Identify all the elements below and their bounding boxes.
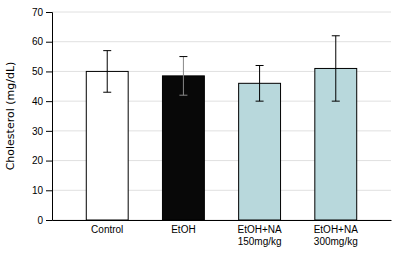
y-tick-label: 60: [32, 36, 44, 47]
y-tick: 60: [32, 36, 52, 47]
error-bar-stem: [107, 51, 108, 93]
error-bar: [256, 65, 264, 101]
error-bar-cap: [256, 101, 264, 102]
y-axis: 0 10 20 30 40 50 60 70: [32, 7, 53, 226]
error-bar: [103, 51, 111, 93]
x-tick-label: EtOH+NA300mg/kg: [314, 224, 359, 247]
error-bar-stem: [335, 36, 336, 101]
y-tick-mark: [46, 131, 52, 132]
error-bar-cap: [103, 92, 111, 93]
x-tick: EtOH: [171, 224, 195, 235]
marks: [86, 36, 356, 220]
error-bar-cap: [179, 56, 187, 57]
x-tick-label: EtOH+NA150mg/kg: [237, 224, 282, 247]
grid: [52, 12, 391, 220]
plot: 0 10 20 30 40 50 60 70 Control EtOH EtOH+NA150mg/k…: [32, 7, 392, 247]
x-tick-label: EtOH: [171, 224, 195, 235]
x-tick: EtOH+NA150mg/kg: [237, 224, 282, 247]
y-tick: 50: [32, 66, 52, 77]
y-tick-label: 10: [32, 185, 44, 196]
x-axis-line: [53, 220, 392, 221]
y-tick-label: 50: [32, 66, 44, 77]
error-bar: [179, 57, 187, 96]
bar: [162, 76, 204, 220]
error-bar-stem: [259, 65, 260, 101]
grid-line: [52, 41, 391, 42]
y-tick-mark: [46, 161, 52, 162]
error-bar: [332, 36, 340, 101]
y-tick-mark: [46, 71, 52, 72]
y-tick: 30: [32, 126, 52, 137]
y-tick-label: 20: [32, 155, 44, 166]
y-tick-mark: [46, 101, 52, 102]
error-bar-cap: [103, 50, 111, 51]
y-tick-label: 70: [32, 7, 44, 18]
y-tick: 70: [32, 7, 52, 18]
bar: [239, 83, 281, 220]
error-bar-stem: [183, 57, 184, 96]
y-tick: 10: [32, 185, 52, 196]
x-axis: Control EtOH EtOH+NA150mg/kg EtOH+NA300mg/k…: [53, 221, 392, 247]
x-tick-label: Control: [91, 224, 123, 235]
y-tick: 0: [37, 215, 52, 226]
y-tick: 40: [32, 96, 52, 107]
y-tick-label: 30: [32, 126, 44, 137]
y-axis-line: [46, 13, 53, 221]
bar: [86, 71, 128, 220]
chart: 0 10 20 30 40 50 60 70 Control EtOH EtOH+NA150mg/k…: [0, 0, 403, 260]
y-axis-title: Cholesterol (mg/dL): [4, 62, 17, 171]
error-bar-cap: [332, 101, 340, 102]
y-tick-label: 0: [37, 215, 43, 226]
error-bar-cap: [256, 65, 264, 66]
y-tick-label: 40: [32, 96, 44, 107]
y-tick-mark: [46, 220, 52, 221]
y-tick-mark: [46, 190, 52, 191]
error-bar-cap: [332, 35, 340, 36]
error-bar-cap: [179, 95, 187, 96]
y-tick: 20: [32, 155, 52, 166]
y-tick-mark: [46, 12, 52, 13]
x-tick: Control: [91, 224, 123, 235]
y-tick-mark: [46, 42, 52, 43]
grid-line: [52, 12, 391, 13]
x-tick: EtOH+NA300mg/kg: [314, 224, 359, 247]
